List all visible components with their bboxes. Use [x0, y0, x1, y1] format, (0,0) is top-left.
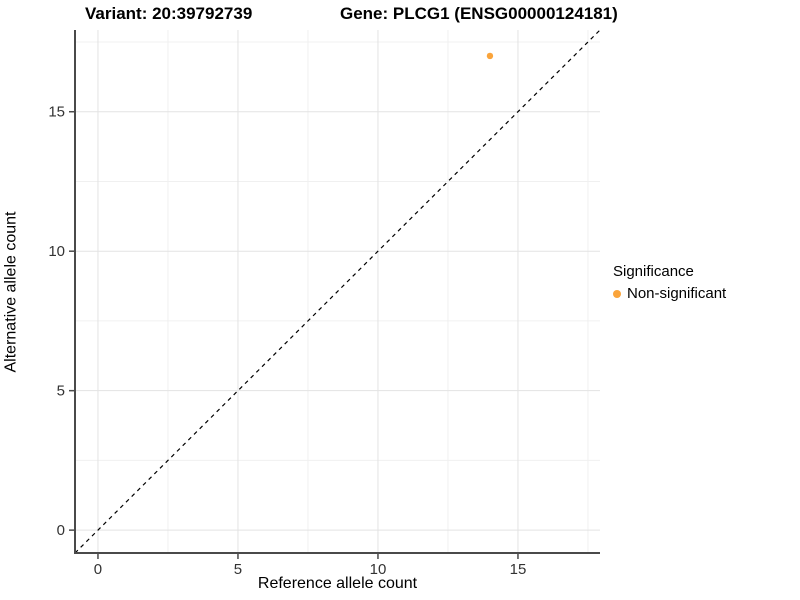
- y-tick-label: 0: [57, 522, 65, 539]
- x-tick-label: 5: [234, 561, 242, 578]
- y-tick-label: 5: [57, 383, 65, 400]
- x-axis-title: Reference allele count: [257, 575, 418, 592]
- plot-title-variant: Variant: 20:39792739: [85, 4, 253, 23]
- data-point: [486, 52, 494, 60]
- y-tick-label: 10: [48, 243, 65, 260]
- y-tick-label: 15: [48, 104, 65, 121]
- plot-title-gene: Gene: PLCG1 (ENSG00000124181): [340, 4, 618, 23]
- x-tick-label: 10: [370, 561, 387, 578]
- legend: Significance Non-significant: [613, 263, 726, 302]
- x-tick-label: 0: [94, 561, 102, 578]
- legend-item-label: Non-significant: [627, 285, 727, 302]
- legend-title: Significance: [613, 263, 694, 280]
- legend-point-icon: [613, 289, 621, 298]
- y-axis-title: Alternative allele count: [2, 211, 20, 373]
- legend-item: Non-significant: [613, 285, 726, 302]
- identity-dashed-line: [74, 29, 601, 554]
- x-tick-label: 15: [510, 561, 527, 578]
